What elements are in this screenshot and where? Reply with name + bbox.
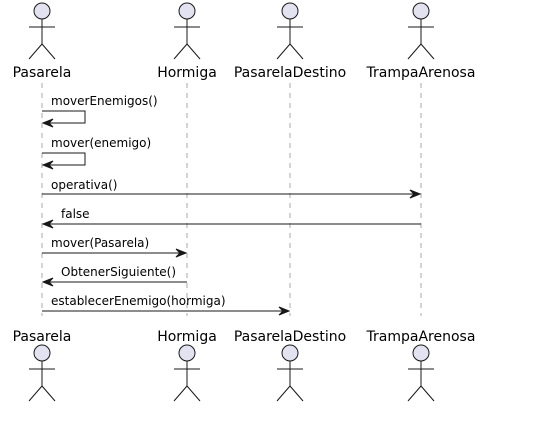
actor-label: Pasarela	[13, 65, 72, 81]
actor-figure-icon	[28, 2, 56, 60]
message-label: establecerEnemigo(hormiga)	[51, 294, 226, 308]
message: mover(enemigo)	[41, 136, 151, 170]
actor-top: PasarelaDestino	[234, 2, 346, 81]
arrowhead	[41, 277, 54, 287]
message-label: operativa()	[51, 178, 118, 192]
message-line	[42, 152, 86, 166]
message: false	[41, 207, 421, 229]
actor-top: TrampaArenosa	[366, 2, 476, 81]
message: operativa()	[42, 178, 422, 199]
actors-bottom: Pasarela Hormiga PasarelaDestino TrampaAren…	[13, 329, 476, 402]
message-line	[42, 110, 86, 124]
actor-figure-icon	[173, 344, 201, 402]
actor-label: TrampaArenosa	[366, 65, 476, 81]
arrowhead	[41, 219, 54, 229]
actor-label: Hormiga	[157, 65, 217, 81]
message-label: mover(Pasarela)	[51, 236, 149, 250]
actor-bottom: TrampaArenosa	[366, 329, 476, 402]
actor-label: PasarelaDestino	[234, 329, 346, 345]
message-label: mover(enemigo)	[51, 136, 151, 150]
actor-bottom: Hormiga	[157, 329, 217, 402]
actors-top: Pasarela Hormiga PasarelaDestino TrampaAren…	[13, 2, 476, 81]
lifelines	[41, 83, 422, 316]
actor-figure-icon	[276, 2, 304, 60]
arrowhead	[278, 306, 291, 316]
actor-top: Hormiga	[157, 2, 217, 81]
actor-figure-icon	[407, 344, 435, 402]
arrowhead	[409, 189, 422, 199]
actor-figure-icon	[28, 344, 56, 402]
messages: moverEnemigos() mover(enemigo) operativa()…	[41, 94, 422, 316]
message-label: moverEnemigos()	[51, 94, 158, 108]
actor-label: Pasarela	[13, 329, 72, 345]
message: establecerEnemigo(hormiga)	[42, 294, 291, 316]
message: mover(Pasarela)	[42, 236, 188, 258]
message-label: false	[61, 207, 90, 221]
message-label: ObtenerSiguiente()	[61, 265, 176, 279]
actor-figure-icon	[407, 2, 435, 60]
actor-label: PasarelaDestino	[234, 65, 346, 81]
message: ObtenerSiguiente()	[41, 265, 187, 287]
actor-bottom: Pasarela	[13, 329, 72, 402]
arrowhead	[41, 160, 54, 170]
actor-figure-icon	[173, 2, 201, 60]
arrowhead	[41, 118, 54, 128]
actor-label: TrampaArenosa	[366, 329, 476, 345]
arrowhead	[175, 248, 188, 258]
actor-label: Hormiga	[157, 329, 217, 345]
actor-bottom: PasarelaDestino	[234, 329, 346, 402]
actor-figure-icon	[276, 344, 304, 402]
message: moverEnemigos()	[41, 94, 158, 128]
actor-top: Pasarela	[13, 2, 72, 81]
